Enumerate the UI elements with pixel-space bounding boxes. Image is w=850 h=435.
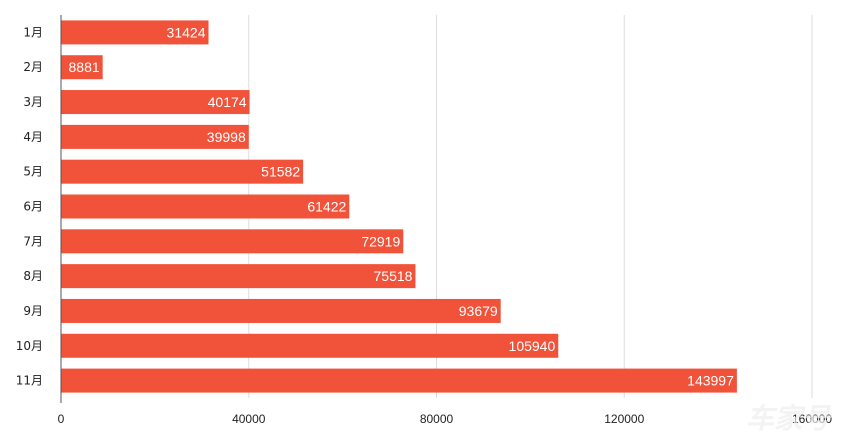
bar — [61, 264, 416, 289]
bar — [61, 333, 559, 358]
bar-value-label: 105940 — [509, 338, 556, 354]
x-tick-label: 80000 — [420, 412, 454, 426]
category-label: 8月 — [23, 269, 43, 283]
bar — [61, 90, 250, 115]
category-label: 3月 — [23, 95, 43, 109]
watermark-text: 车家号 — [746, 402, 832, 435]
bar-value-label: 39998 — [207, 129, 246, 145]
bar — [61, 368, 737, 393]
bar — [61, 194, 350, 219]
category-label: 4月 — [23, 130, 43, 144]
category-label: 1月 — [23, 25, 43, 39]
bar-value-label: 31424 — [167, 24, 206, 40]
bar — [61, 159, 304, 184]
x-tick-label: 40000 — [232, 412, 266, 426]
bar — [61, 124, 249, 149]
category-label: 5月 — [23, 165, 43, 179]
bar-value-label: 51582 — [261, 164, 300, 180]
category-label: 6月 — [23, 200, 43, 214]
bar — [61, 55, 103, 80]
x-tick-labels-group: 0 40000 80000 120000 160000 — [58, 412, 833, 426]
bar-value-label: 75518 — [374, 268, 413, 284]
category-label: 10月 — [16, 339, 43, 353]
category-label: 7月 — [23, 234, 43, 248]
bar-value-label: 72919 — [361, 233, 400, 249]
x-tick-label: 160000 — [792, 412, 832, 426]
bar-value-label: 93679 — [459, 303, 498, 319]
category-labels-group: 1月 2月 3月 4月 5月 6月 7月 8月 9月 10月 11月 — [16, 25, 43, 387]
bar — [61, 20, 209, 45]
bar — [61, 229, 404, 254]
bar — [61, 298, 501, 323]
bar-value-label: 143997 — [687, 373, 734, 389]
category-label: 2月 — [23, 60, 43, 74]
bar-value-label: 40174 — [208, 94, 247, 110]
bar-value-label: 8881 — [69, 59, 100, 75]
bar-value-label: 61422 — [307, 199, 346, 215]
x-tick-label: 0 — [58, 412, 65, 426]
x-tick-label: 120000 — [604, 412, 644, 426]
bars-group — [61, 20, 737, 393]
category-label: 9月 — [23, 304, 43, 318]
value-labels-group: 31424 8881 40174 39998 51582 61422 72919 75518 9… — [69, 24, 735, 388]
category-label: 11月 — [16, 374, 43, 388]
